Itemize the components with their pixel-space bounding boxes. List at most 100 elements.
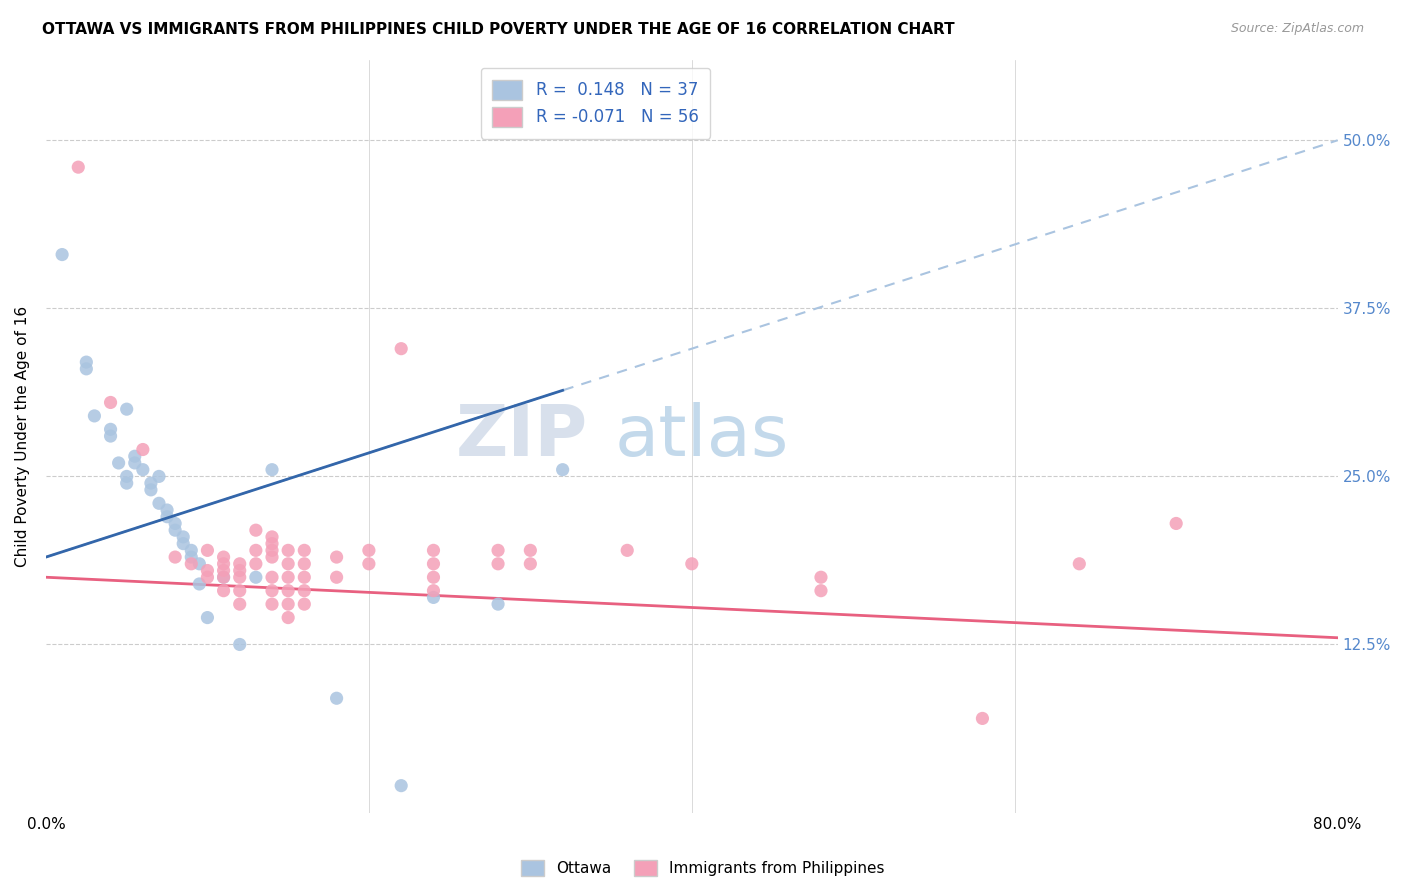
Point — [115, 402, 138, 417]
Point — [616, 543, 638, 558]
Point — [292, 543, 315, 558]
Point — [245, 557, 267, 571]
Point — [212, 583, 235, 598]
Point — [228, 638, 250, 652]
Point — [389, 779, 412, 793]
Point — [245, 570, 267, 584]
Point — [228, 597, 250, 611]
Point — [212, 550, 235, 565]
Point — [277, 597, 299, 611]
Point — [124, 456, 146, 470]
Point — [1166, 516, 1188, 531]
Point — [132, 442, 155, 457]
Point — [357, 543, 380, 558]
Point — [197, 543, 219, 558]
Point — [422, 591, 444, 605]
Point — [292, 557, 315, 571]
Point — [486, 557, 509, 571]
Point — [139, 476, 162, 491]
Point — [519, 557, 541, 571]
Point — [810, 570, 832, 584]
Point — [422, 557, 444, 571]
Point — [132, 463, 155, 477]
Point — [197, 564, 219, 578]
Point — [100, 429, 122, 443]
Point — [115, 476, 138, 491]
Legend: Ottawa, Immigrants from Philippines: Ottawa, Immigrants from Philippines — [515, 855, 891, 882]
Point — [277, 610, 299, 624]
Point — [180, 557, 202, 571]
Point — [139, 483, 162, 497]
Point — [260, 530, 283, 544]
Point — [75, 362, 97, 376]
Point — [810, 583, 832, 598]
Point — [325, 570, 347, 584]
Point — [180, 543, 202, 558]
Point — [156, 503, 179, 517]
Point — [188, 577, 211, 591]
Point — [67, 160, 90, 174]
Point — [75, 355, 97, 369]
Point — [292, 570, 315, 584]
Point — [212, 570, 235, 584]
Point — [422, 583, 444, 598]
Text: OTTAWA VS IMMIGRANTS FROM PHILIPPINES CHILD POVERTY UNDER THE AGE OF 16 CORRELAT: OTTAWA VS IMMIGRANTS FROM PHILIPPINES CH… — [42, 22, 955, 37]
Point — [165, 516, 187, 531]
Point — [100, 422, 122, 436]
Point — [51, 247, 73, 261]
Point — [260, 543, 283, 558]
Legend: R =  0.148   N = 37, R = -0.071   N = 56: R = 0.148 N = 37, R = -0.071 N = 56 — [481, 68, 710, 138]
Point — [260, 583, 283, 598]
Point — [277, 570, 299, 584]
Point — [325, 550, 347, 565]
Point — [972, 711, 994, 725]
Point — [188, 557, 211, 571]
Point — [551, 463, 574, 477]
Text: atlas: atlas — [614, 401, 789, 471]
Point — [260, 463, 283, 477]
Point — [519, 543, 541, 558]
Point — [228, 557, 250, 571]
Point — [260, 536, 283, 550]
Point — [148, 469, 170, 483]
Point — [277, 557, 299, 571]
Point — [197, 610, 219, 624]
Point — [228, 583, 250, 598]
Point — [357, 557, 380, 571]
Point — [292, 597, 315, 611]
Point — [422, 543, 444, 558]
Point — [292, 583, 315, 598]
Point — [165, 550, 187, 565]
Point — [486, 543, 509, 558]
Point — [197, 570, 219, 584]
Point — [156, 509, 179, 524]
Point — [486, 597, 509, 611]
Point — [325, 691, 347, 706]
Point — [260, 597, 283, 611]
Point — [124, 449, 146, 463]
Point — [107, 456, 129, 470]
Point — [422, 570, 444, 584]
Point — [100, 395, 122, 409]
Point — [277, 543, 299, 558]
Point — [1069, 557, 1091, 571]
Point — [277, 583, 299, 598]
Y-axis label: Child Poverty Under the Age of 16: Child Poverty Under the Age of 16 — [15, 305, 30, 566]
Point — [212, 570, 235, 584]
Point — [228, 570, 250, 584]
Point — [115, 469, 138, 483]
Point — [148, 496, 170, 510]
Text: ZIP: ZIP — [456, 401, 589, 471]
Point — [172, 536, 194, 550]
Point — [245, 543, 267, 558]
Text: Source: ZipAtlas.com: Source: ZipAtlas.com — [1230, 22, 1364, 36]
Point — [212, 564, 235, 578]
Point — [260, 550, 283, 565]
Point — [212, 557, 235, 571]
Point — [228, 564, 250, 578]
Point — [165, 523, 187, 537]
Point — [180, 550, 202, 565]
Point — [172, 530, 194, 544]
Point — [260, 570, 283, 584]
Point — [83, 409, 105, 423]
